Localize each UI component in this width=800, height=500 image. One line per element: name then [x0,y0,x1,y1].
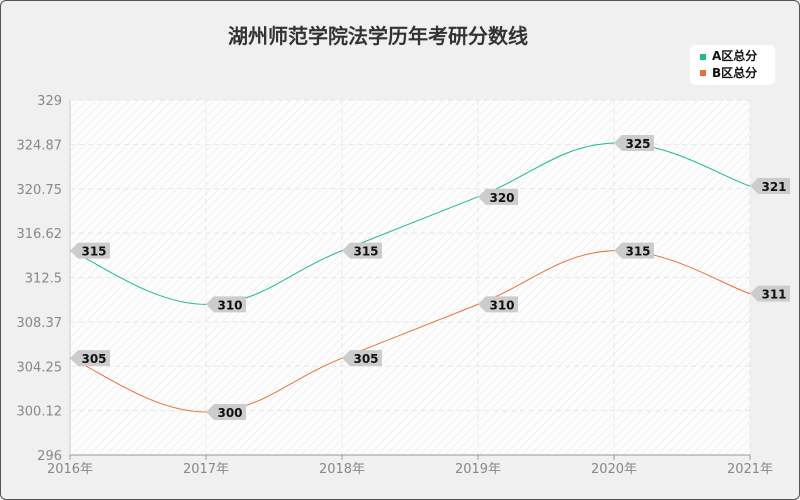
y-tick-label: 320.75 [17,183,63,198]
data-label-tag [342,242,382,259]
y-tick-label: 312.5 [25,272,62,287]
legend-swatch-b [700,70,706,76]
x-tick-label: 2018年 [319,462,365,477]
data-label-tag [478,296,518,313]
y-tick-label: 304.25 [17,360,63,375]
x-tick-label: 2017年 [183,462,229,477]
legend-swatch-a [700,54,706,60]
data-label: 325 [625,137,650,151]
data-label-tag [70,242,110,259]
data-label-tag [614,135,654,152]
data-label-tag [206,296,246,313]
data-label: 305 [353,352,378,366]
data-label: 300 [217,406,242,420]
y-tick-label: 308.37 [17,316,63,331]
data-label-tag [478,188,518,205]
legend: A区总分 B区总分 [690,45,775,85]
data-label: 311 [761,288,786,302]
data-label-tag [750,285,790,302]
data-label: 315 [353,245,378,259]
legend-label-a: A区总分 [712,48,757,63]
data-label: 305 [81,352,106,366]
legend-label-b: B区总分 [712,65,757,80]
data-label-tag [206,403,246,420]
y-tick-label: 329 [37,94,62,109]
y-tick-label: 324.87 [17,138,63,153]
chart-title: 湖州师范学院法学历年考研分数线 [228,24,528,48]
data-label: 315 [81,245,106,259]
data-label: 320 [489,191,514,205]
data-label: 310 [217,298,242,312]
y-tick-label: 296 [37,449,62,464]
data-label: 315 [625,245,650,259]
data-label-tag [342,350,382,367]
y-tick-label: 300.12 [17,405,63,420]
x-tick-label: 2016年 [47,462,93,477]
data-label-tag [614,242,654,259]
x-tick-label: 2020年 [591,462,637,477]
data-label: 310 [489,298,514,312]
y-tick-label: 316.62 [17,227,63,242]
data-label: 321 [761,180,786,194]
x-tick-label: 2019年 [455,462,501,477]
x-tick-label: 2021年 [727,462,773,477]
data-label-tag [750,178,790,195]
data-label-tag [70,350,110,367]
plot-area [70,100,750,455]
